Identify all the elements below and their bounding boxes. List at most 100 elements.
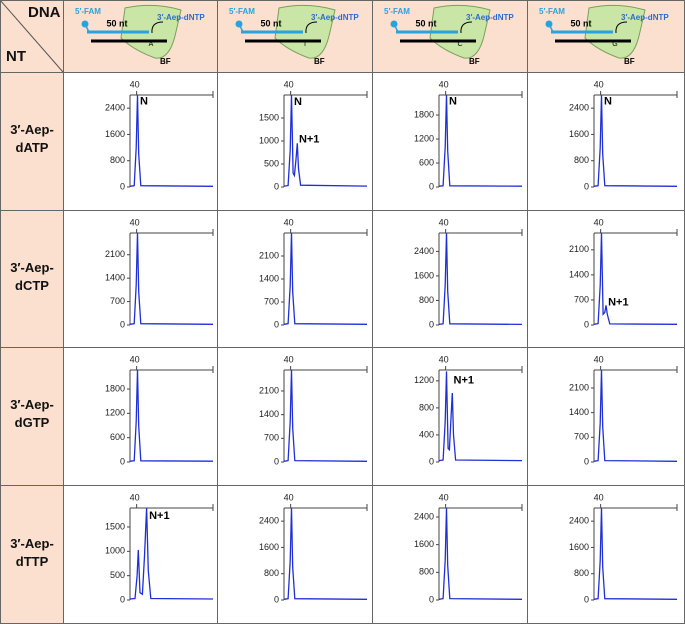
incorporation-arrow — [305, 21, 318, 34]
primer-label: 3′-Aep-dNTP — [466, 13, 514, 22]
enzyme-label: BF — [624, 57, 635, 66]
trace — [283, 369, 368, 462]
x-tick-label: 40 — [284, 217, 294, 227]
x-tick-label: 40 — [439, 79, 449, 89]
y-tick-label: 0 — [274, 594, 279, 604]
y-tick-label: 2400 — [414, 511, 434, 521]
fam-label: 5′-FAM — [539, 7, 565, 16]
y-tick-label: 500 — [110, 570, 125, 580]
trace — [438, 232, 523, 326]
y-tick-label: 1200 — [414, 375, 434, 385]
y-tick-label: 1400 — [105, 273, 125, 283]
header-background — [0, 0, 685, 72]
peak-label: N — [140, 95, 148, 107]
y-tick-label: 700 — [264, 433, 279, 443]
y-tick-label: 600 — [419, 157, 434, 167]
polymerase-shape — [120, 4, 182, 59]
y-tick-label: 0 — [584, 181, 589, 191]
trace — [283, 232, 368, 325]
x-tick-label: 40 — [439, 217, 449, 227]
incorporation-arrow — [151, 21, 164, 34]
y-tick-label: 500 — [264, 158, 279, 168]
y-tick-label: 1400 — [259, 273, 279, 283]
y-tick-label: 800 — [574, 155, 589, 165]
peak-label: N+1 — [454, 375, 475, 387]
y-tick-label: 800 — [419, 567, 434, 577]
x-tick-label: 40 — [130, 354, 140, 364]
y-tick-label: 0 — [429, 594, 434, 604]
y-tick-label: 0 — [429, 456, 434, 466]
primer-label: 3′-Aep-dNTP — [621, 13, 669, 22]
fam-link — [548, 23, 554, 33]
y-tick-label: 0 — [274, 181, 279, 191]
y-tick-label: 400 — [419, 429, 434, 439]
x-tick-label: 40 — [130, 492, 140, 502]
peak-label: N+1 — [608, 297, 629, 309]
y-tick-label: 1000 — [105, 546, 125, 556]
y-tick-label: 700 — [110, 296, 125, 306]
fam-label: 5′-FAM — [75, 7, 101, 16]
fam-label: 5′-FAM — [384, 7, 410, 16]
length-label: 50 nt — [415, 18, 436, 28]
y-tick-label: 1500 — [105, 521, 125, 531]
y-tick-label: 800 — [110, 155, 125, 165]
enzyme-label: BF — [314, 57, 325, 66]
incorporation-arrow — [615, 21, 628, 34]
trace — [129, 94, 214, 187]
x-tick-label: 40 — [439, 354, 449, 364]
y-tick-label: 2100 — [569, 244, 589, 254]
primer-label: 3′-Aep-dNTP — [311, 13, 359, 22]
peak-label: N+1 — [149, 510, 170, 522]
trace — [593, 507, 678, 600]
y-tick-label: 2400 — [569, 516, 589, 526]
row-label: 3′-Aep-dCTP — [10, 259, 54, 293]
trace — [129, 369, 214, 462]
y-tick-label: 1400 — [569, 407, 589, 417]
template-base: T — [303, 41, 308, 48]
y-tick-label: 800 — [419, 402, 434, 412]
y-tick-label: 0 — [120, 594, 125, 604]
trace — [438, 94, 523, 187]
y-tick-label: 1200 — [414, 133, 434, 143]
y-tick-label: 1000 — [259, 135, 279, 145]
trace — [593, 94, 678, 187]
y-tick-label: 2400 — [105, 103, 125, 113]
incorporation-arrow — [460, 21, 473, 34]
trace — [283, 507, 368, 600]
y-tick-label: 0 — [584, 319, 589, 329]
y-tick-label: 0 — [429, 319, 434, 329]
polymerase-shape — [429, 4, 491, 59]
y-tick-label: 1200 — [105, 408, 125, 418]
x-tick-label: 40 — [594, 492, 604, 502]
x-tick-label: 40 — [130, 79, 140, 89]
y-tick-label: 1600 — [569, 129, 589, 139]
y-tick-label: 1600 — [414, 539, 434, 549]
length-label: 50 nt — [260, 18, 281, 28]
fam-label: 5′-FAM — [229, 7, 255, 16]
y-tick-label: 0 — [274, 319, 279, 329]
x-tick-label: 40 — [594, 354, 604, 364]
y-tick-label: 1800 — [414, 109, 434, 119]
y-tick-label: 0 — [584, 594, 589, 604]
peak-label: N — [604, 95, 612, 107]
fam-link — [238, 23, 244, 33]
y-tick-label: 0 — [429, 181, 434, 191]
y-tick-label: 700 — [264, 296, 279, 306]
corner-bottom: NT — [6, 48, 26, 65]
trace — [438, 507, 523, 600]
y-tick-label: 600 — [110, 432, 125, 442]
template-base: C — [457, 41, 462, 48]
trace — [283, 94, 368, 187]
x-tick-label: 40 — [284, 492, 294, 502]
y-tick-label: 1800 — [105, 383, 125, 393]
y-tick-label: 2100 — [105, 249, 125, 259]
trace — [129, 232, 214, 325]
peak-label: N — [294, 96, 302, 108]
y-tick-label: 1600 — [569, 542, 589, 552]
y-tick-label: 1400 — [259, 409, 279, 419]
polymerase-shape — [584, 4, 646, 59]
fam-link — [393, 23, 399, 33]
row-label: 3′-Aep-dGTP — [10, 397, 54, 430]
y-tick-label: 2400 — [569, 103, 589, 113]
y-tick-label: 800 — [419, 295, 434, 305]
